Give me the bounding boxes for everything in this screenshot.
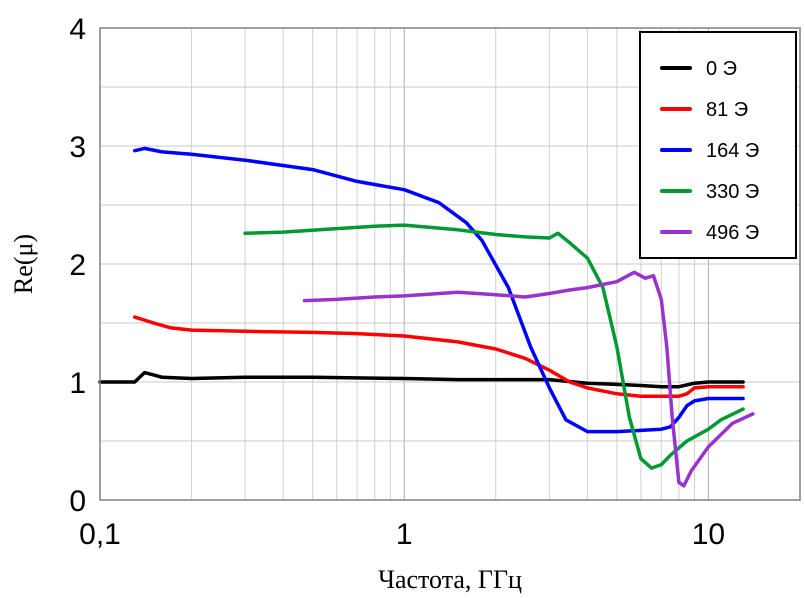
legend-label-4: 496 Э <box>706 222 759 244</box>
series-layer <box>98 146 755 488</box>
y-tick-label: 2 <box>69 249 86 282</box>
series-line-0 <box>98 370 745 389</box>
plot-frame <box>99 27 801 501</box>
y-axis-title: Re(μ) <box>9 234 38 294</box>
legend-label-2: 164 Э <box>706 140 759 162</box>
y-tick-label: 4 <box>69 13 86 46</box>
legend: 0 Э 81 Э 164 Э 330 Э 496 Э <box>639 31 797 259</box>
series-line-4 <box>302 270 755 488</box>
tick-labels: 0 1 2 3 4 0,1 1 10 <box>69 13 725 551</box>
legend-label-3: 330 Э <box>706 181 759 203</box>
legend-label-1: 81 Э <box>706 99 748 121</box>
series-line-1 <box>132 315 745 398</box>
y-tick-label: 0 <box>69 485 86 518</box>
x-tick-label: 1 <box>396 518 413 551</box>
x-axis-title: Частота, ГГц <box>378 565 522 594</box>
y-tick-label: 1 <box>69 367 86 400</box>
x-tick-label: 0,1 <box>79 518 121 551</box>
x-tick-label: 10 <box>692 518 725 551</box>
legend-label-0: 0 Э <box>706 58 737 80</box>
y-tick-label: 3 <box>69 131 86 164</box>
series-line-2 <box>132 146 745 434</box>
